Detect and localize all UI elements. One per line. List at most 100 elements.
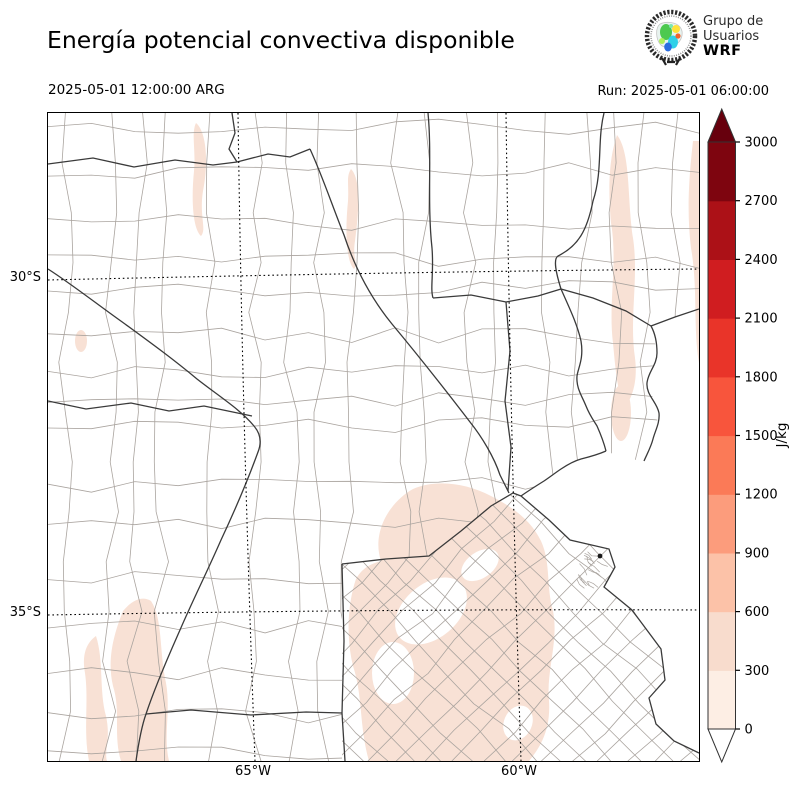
department-boundary-line xyxy=(48,118,699,135)
department-boundary-line xyxy=(126,113,148,761)
lon-tick-label-60w: 60°W xyxy=(501,764,537,779)
lon-tick-label-65w: 65°W xyxy=(235,764,271,779)
department-boundary-line xyxy=(447,493,699,761)
department-boundary-line xyxy=(579,563,588,576)
colorbar-tick-label: 2400 xyxy=(745,253,778,268)
department-boundary-line xyxy=(586,555,592,567)
graticule-gridlines xyxy=(48,113,699,761)
department-boundary-line xyxy=(587,551,599,557)
department-boundary-line xyxy=(634,113,651,761)
department-boundary-line xyxy=(48,416,699,433)
cape-shading-patches xyxy=(75,123,699,761)
colorbar-segment xyxy=(708,435,736,495)
colorbar-segment xyxy=(708,494,736,554)
department-boundary-line xyxy=(451,493,699,761)
logo-text-wrf: WRF xyxy=(703,43,742,59)
department-boundary-line xyxy=(48,327,699,345)
department-boundary-line xyxy=(342,493,473,761)
colorbar-segment xyxy=(708,259,736,319)
department-boundary-line xyxy=(586,580,595,589)
department-boundary-line xyxy=(587,580,599,588)
department-boundary-line xyxy=(572,493,699,761)
colorbar: 0 300 600 900 1200 1500 1800 2100 2400 2700 3000 J/… xyxy=(707,107,790,764)
lat-tick-label-35s: 35°S xyxy=(9,605,41,620)
cape-map xyxy=(48,113,699,761)
department-boundary-line xyxy=(58,113,74,761)
department-boundary-line xyxy=(655,493,699,761)
department-boundary-line xyxy=(205,113,219,761)
colorbar-tick-label: 3000 xyxy=(745,136,778,151)
colorbar-tick-label: 1200 xyxy=(745,488,778,503)
logo-weather-map-graphic xyxy=(656,21,683,52)
department-boundary-line xyxy=(342,493,561,761)
colorbar-segment xyxy=(708,200,736,260)
department-boundary-line xyxy=(313,113,329,761)
colorbar-segment xyxy=(708,318,736,378)
figure-title: Energía potencial convectiva disponible xyxy=(47,26,515,54)
logo-text: Grupo de Usuarios WRF xyxy=(703,14,764,59)
colorbar-tick-label: 300 xyxy=(745,664,770,679)
colorbar-unit-label: J/kg xyxy=(774,423,790,449)
department-boundary-line xyxy=(578,574,585,584)
department-boundary-line xyxy=(48,517,699,532)
colorbar-tick-label: 2100 xyxy=(745,312,778,327)
department-boundary-line xyxy=(534,493,699,761)
department-boundary-line xyxy=(587,562,600,573)
department-boundary-line xyxy=(588,569,597,574)
department-boundary-line xyxy=(596,493,699,761)
department-boundary-line xyxy=(657,113,681,761)
department-boundary-line xyxy=(576,578,585,589)
colorbar-over-arrow xyxy=(707,107,737,143)
colorbar-tick-label: 600 xyxy=(745,605,770,620)
department-boundary-line xyxy=(342,493,415,761)
department-boundary-line xyxy=(342,493,555,761)
logo-text-line2: Usuarios xyxy=(703,28,760,44)
colorbar-tick-label: 2700 xyxy=(745,194,778,209)
department-boundary-line xyxy=(153,113,169,761)
colorbar-tick-label: 0 xyxy=(745,723,753,738)
colorbar-segment xyxy=(708,142,736,202)
department-boundary-line xyxy=(342,493,506,761)
map-panel xyxy=(47,112,700,762)
department-boundary-line xyxy=(48,364,699,379)
department-boundary-line xyxy=(627,493,699,761)
department-boundary-line xyxy=(283,113,301,761)
department-boundary-line xyxy=(541,493,699,761)
department-boundary-line xyxy=(48,162,699,179)
department-boundary-line xyxy=(48,214,699,231)
department-boundary-line xyxy=(48,477,699,493)
department-boundary-line xyxy=(342,493,578,761)
colorbar-tick-label: 1500 xyxy=(745,429,778,444)
colorbar-tick-label: 900 xyxy=(745,546,770,561)
department-boundary-line xyxy=(596,560,608,567)
wrf-logo-emblem-icon xyxy=(644,9,698,66)
department-boundary-line xyxy=(580,576,587,586)
department-boundary-line xyxy=(48,252,699,269)
colorbar-tick-label: 1800 xyxy=(745,370,778,385)
department-boundary-line xyxy=(101,113,119,761)
valid-time-label: 2025-05-01 12:00:00 ARG xyxy=(48,82,225,98)
run-time-label: Run: 2025-05-01 06:00:00 xyxy=(597,84,769,99)
department-boundary-line xyxy=(584,558,594,562)
department-boundary-line xyxy=(673,493,699,761)
logo-text-line1: Grupo de xyxy=(703,14,764,29)
metro-area-dense-boundaries xyxy=(576,551,608,589)
department-boundary-line xyxy=(342,493,441,761)
department-boundary-line xyxy=(342,493,537,761)
department-boundary-line xyxy=(48,391,699,407)
colorbar-segment xyxy=(708,376,736,437)
lat-tick-label-30s: 30°S xyxy=(9,270,41,285)
colorbar-segment xyxy=(708,670,736,730)
department-boundaries-mesh xyxy=(48,113,699,761)
department-boundary-line xyxy=(48,462,72,761)
department-boundary-line xyxy=(584,552,593,560)
colorbar-segment xyxy=(708,611,736,671)
colorbar-under-arrow xyxy=(707,728,737,764)
department-boundary-line xyxy=(570,113,593,761)
department-boundary-line xyxy=(48,280,699,297)
province-boundaries xyxy=(48,113,699,761)
city-marker xyxy=(597,553,603,559)
department-boundary-line xyxy=(583,554,595,564)
department-boundary-line xyxy=(577,574,590,586)
